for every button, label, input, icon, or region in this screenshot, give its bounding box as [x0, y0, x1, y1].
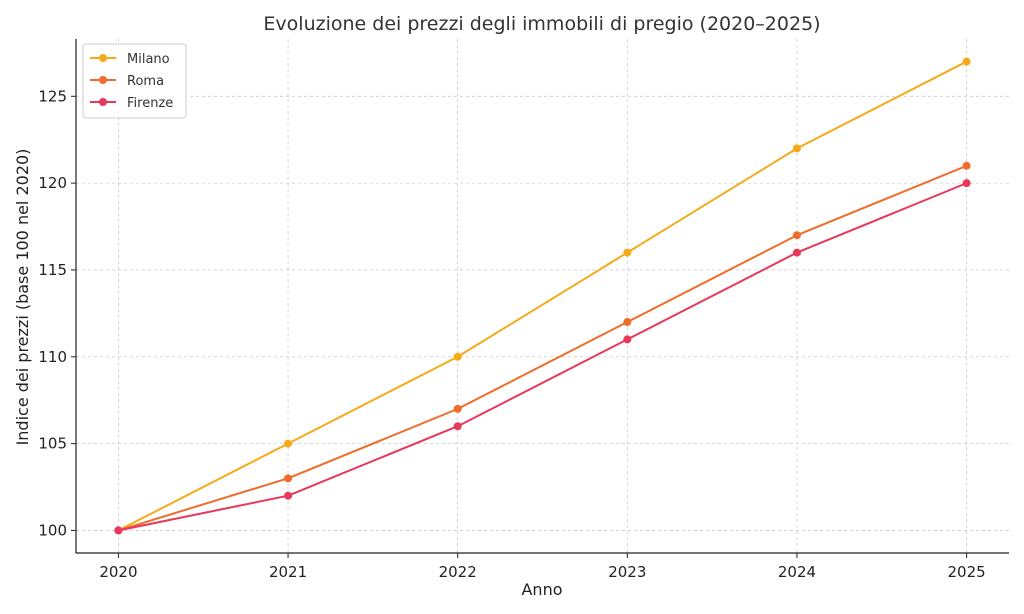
legend-label-milano: Milano: [127, 52, 170, 67]
x-tick-label: 2024: [778, 563, 816, 581]
data-point-milano: [453, 352, 462, 361]
data-point-milano: [623, 248, 632, 257]
legend-label-roma: Roma: [127, 74, 164, 89]
y-tick-label: 110: [38, 348, 67, 366]
y-tick-label: 115: [38, 261, 67, 279]
data-point-milano: [792, 144, 801, 153]
series-line-firenze: [118, 182, 967, 532]
x-tick-label: 2021: [269, 563, 307, 581]
data-point-roma: [623, 318, 632, 327]
y-ticks: 100 105 110 115 120 125: [38, 87, 76, 539]
legend-label-firenze: Firenze: [127, 96, 173, 111]
y-tick-label: 100: [38, 521, 67, 539]
y-tick-label: 105: [38, 435, 67, 453]
legend-marker-firenze: [99, 98, 107, 106]
x-axis-label: Anno: [521, 580, 562, 599]
data-point-firenze: [284, 491, 293, 500]
series-line-milano: [117, 60, 968, 532]
y-tick-label: 120: [38, 174, 67, 192]
series-layer: [114, 57, 971, 535]
legend-marker-milano: [99, 54, 107, 62]
legend-frame: [82, 43, 187, 119]
x-tick-label: 2022: [439, 563, 477, 581]
x-tick-label: 2023: [608, 563, 646, 581]
data-point-firenze: [453, 422, 462, 431]
data-point-firenze: [792, 248, 801, 257]
grid: [76, 39, 1009, 553]
chart-title: Evoluzione dei prezzi degli immobili di …: [263, 13, 820, 35]
x-tick-label: 2020: [99, 563, 137, 581]
x-ticks: 2020 2021 2022 2023 2024 2025: [99, 553, 986, 581]
y-axis-label: Indice dei prezzi (base 100 nel 2020): [13, 149, 32, 446]
legend: Milano Roma Firenze: [82, 43, 187, 119]
x-tick-label: 2025: [947, 563, 985, 581]
data-point-firenze: [623, 335, 632, 344]
data-point-roma: [962, 161, 971, 170]
data-point-roma: [792, 231, 801, 240]
y-tick-label: 125: [38, 87, 67, 105]
series-line-roma: [118, 164, 967, 532]
data-point-roma: [284, 474, 293, 483]
data-point-firenze: [962, 179, 971, 188]
legend-marker-roma: [99, 76, 107, 84]
axes: [75, 39, 1009, 554]
data-point-milano: [962, 57, 971, 66]
data-point-milano: [284, 439, 293, 448]
data-point-firenze: [114, 526, 123, 535]
data-point-roma: [453, 404, 462, 413]
